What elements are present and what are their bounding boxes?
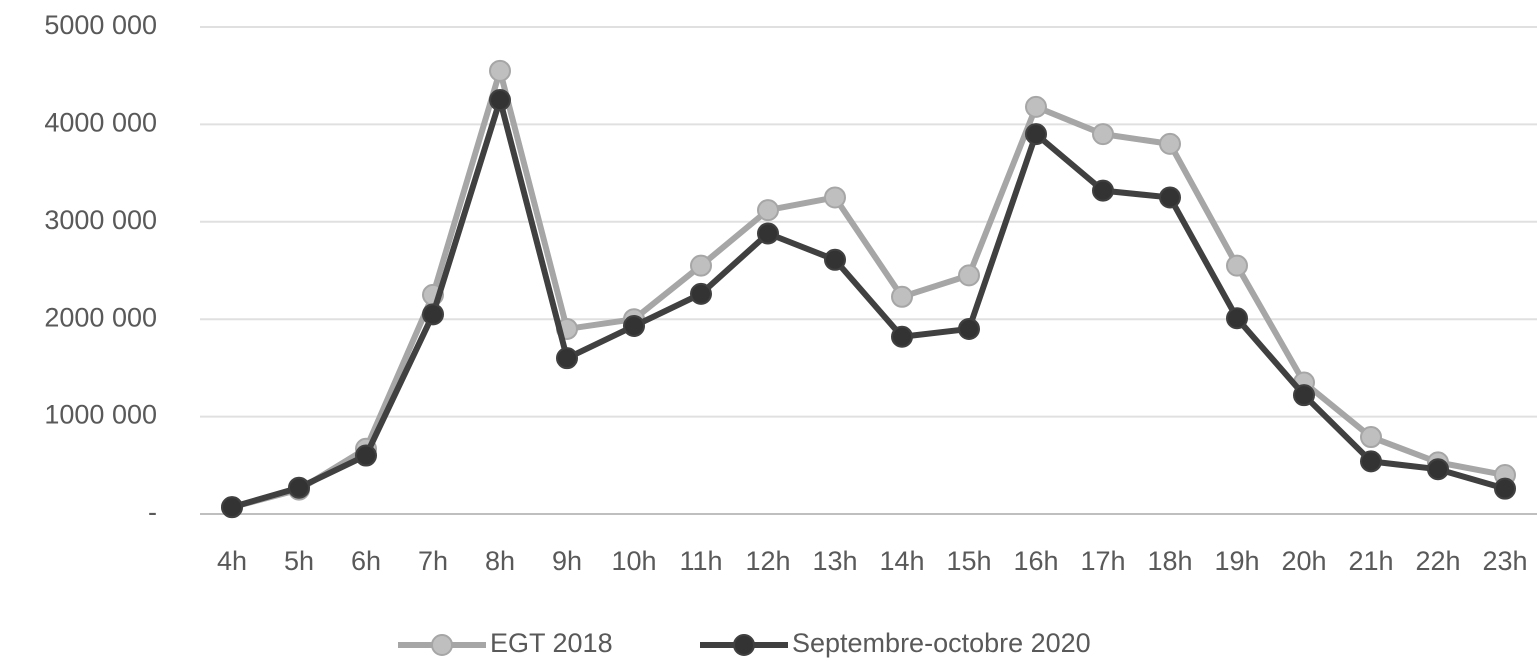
x-tick-label: 14h bbox=[879, 546, 924, 576]
x-tick-label: 21h bbox=[1348, 546, 1393, 576]
marker bbox=[221, 496, 243, 519]
legend-label: Septembre-octobre 2020 bbox=[792, 628, 1091, 658]
y-tick-label: 2000 000 bbox=[44, 302, 157, 332]
legend-label: EGT 2018 bbox=[490, 628, 613, 658]
x-tick-label: 22h bbox=[1415, 546, 1460, 576]
marker bbox=[1360, 426, 1382, 449]
y-tick-label: 3000 000 bbox=[44, 205, 157, 235]
marker bbox=[489, 89, 511, 112]
marker bbox=[824, 186, 846, 209]
x-tick-label: 11h bbox=[679, 546, 722, 576]
marker bbox=[1494, 477, 1516, 500]
marker bbox=[556, 347, 578, 370]
legend-marker bbox=[431, 634, 453, 656]
x-tick-label: 19h bbox=[1214, 546, 1259, 576]
x-tick-label: 13h bbox=[812, 546, 857, 576]
marker bbox=[690, 254, 712, 277]
marker bbox=[824, 248, 846, 271]
x-tick-label: 20h bbox=[1281, 546, 1326, 576]
y-tick-label: 5000 000 bbox=[44, 10, 157, 40]
marker bbox=[1092, 123, 1114, 146]
y-tick-label: 4000 000 bbox=[44, 108, 157, 138]
x-tick-label: 6h bbox=[351, 546, 381, 576]
x-tick-label: 16h bbox=[1013, 546, 1058, 576]
x-tick-label: 17h bbox=[1080, 546, 1125, 576]
marker bbox=[690, 282, 712, 305]
marker bbox=[958, 317, 980, 340]
marker bbox=[1025, 95, 1047, 118]
marker bbox=[1293, 384, 1315, 407]
marker bbox=[1159, 132, 1181, 155]
marker bbox=[757, 222, 779, 245]
marker bbox=[958, 264, 980, 287]
legend-marker bbox=[733, 634, 755, 656]
marker bbox=[1360, 450, 1382, 473]
x-tick-label: 5h bbox=[284, 546, 314, 576]
marker bbox=[1092, 179, 1114, 202]
x-tick-label: 12h bbox=[745, 546, 790, 576]
x-tick-label: 4h bbox=[217, 546, 247, 576]
x-tick-label: 10h bbox=[611, 546, 656, 576]
y-tick-label: 1000 000 bbox=[44, 400, 157, 430]
marker bbox=[623, 315, 645, 338]
marker bbox=[891, 285, 913, 308]
x-tick-label: 9h bbox=[552, 546, 582, 576]
marker bbox=[288, 476, 310, 499]
marker bbox=[757, 199, 779, 222]
marker bbox=[1427, 458, 1449, 481]
y-tick-label: - bbox=[148, 497, 157, 527]
x-tick-label: 8h bbox=[485, 546, 515, 576]
x-tick-label: 23h bbox=[1482, 546, 1527, 576]
marker bbox=[489, 59, 511, 82]
marker bbox=[1159, 186, 1181, 209]
marker bbox=[1226, 254, 1248, 277]
marker bbox=[355, 444, 377, 467]
x-tick-label: 15h bbox=[946, 546, 991, 576]
x-tick-label: 18h bbox=[1147, 546, 1192, 576]
series-line bbox=[231, 67, 1506, 511]
series-line bbox=[231, 97, 1506, 511]
x-tick-label: 7h bbox=[418, 546, 448, 576]
marker bbox=[1025, 123, 1047, 146]
marker bbox=[422, 303, 444, 326]
marker bbox=[1226, 307, 1248, 330]
marker bbox=[891, 325, 913, 348]
